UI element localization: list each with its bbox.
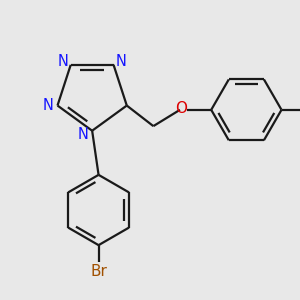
Text: N: N — [77, 127, 88, 142]
Text: N: N — [58, 54, 68, 69]
Text: O: O — [175, 100, 187, 116]
Text: N: N — [116, 54, 127, 69]
Text: Br: Br — [90, 264, 107, 279]
Text: N: N — [43, 98, 53, 113]
